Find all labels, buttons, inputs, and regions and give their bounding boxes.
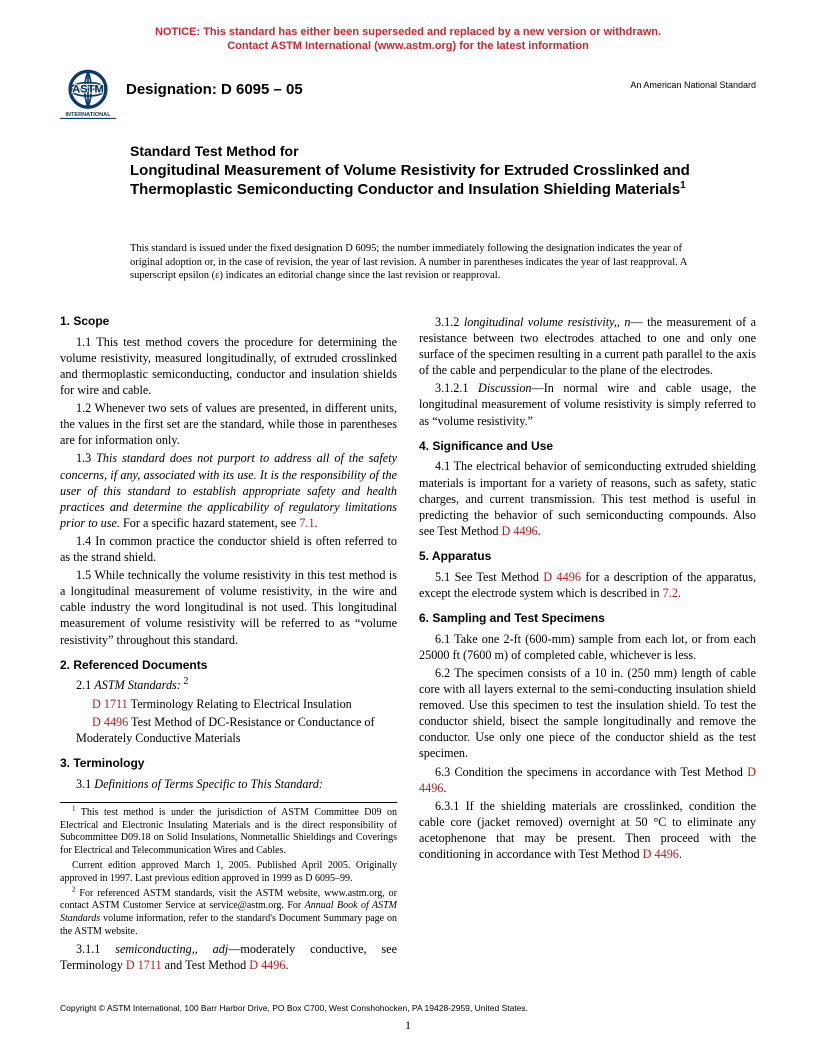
para-1-2: 1.2 Whenever two sets of values are pres… (60, 400, 397, 448)
footnote-1: 1 This test method is under the jurisdic… (60, 807, 397, 858)
title-main-text: Longitudinal Measurement of Volume Resis… (130, 162, 690, 199)
ref-d1711: D 1711 Terminology Relating to Electrica… (60, 696, 397, 712)
designation: Designation: D 6095 – 05 (126, 80, 303, 100)
para-1-1: 1.1 This test method covers the procedur… (60, 334, 397, 398)
link-d4496-c[interactable]: D 4496 (502, 524, 538, 538)
para-1-3: 1.3 This standard does not purport to ad… (60, 450, 397, 530)
astm-logo: ASTM ASTM INTERNATIONAL (60, 68, 116, 124)
para-6-1: 6.1 Take one 2-ft (600-mm) sample from e… (419, 631, 756, 663)
para-6-3-1: 6.3.1 If the shielding materials are cro… (419, 798, 756, 862)
title-main: Longitudinal Measurement of Volume Resis… (130, 161, 716, 200)
link-d4496-f[interactable]: D 4496 (643, 847, 679, 861)
para-4-1: 4.1 The electrical behavior of semicondu… (419, 458, 756, 538)
svg-text:INTERNATIONAL: INTERNATIONAL (65, 112, 111, 118)
link-d1711-b[interactable]: D 1711 (126, 958, 162, 972)
para-1-4: 1.4 In common practice the conductor shi… (60, 533, 397, 565)
svg-text:ASTM: ASTM (72, 84, 104, 96)
copyright: Copyright © ASTM International, 100 Barr… (60, 1003, 528, 1014)
footnotes: 1 This test method is under the jurisdic… (60, 802, 397, 939)
footnote-1b: Current edition approved March 1, 2005. … (60, 860, 397, 886)
section-2-head: 2. Referenced Documents (60, 658, 397, 674)
section-5-head: 5. Apparatus (419, 549, 756, 565)
title-leadin: Standard Test Method for (130, 142, 716, 161)
para-5-1: 5.1 See Test Method D 4496 for a descrip… (419, 569, 756, 601)
link-d4496[interactable]: D 4496 (92, 715, 128, 729)
para-6-2: 6.2 The specimen consists of a 10 in. (2… (419, 665, 756, 762)
footnote-2: 2 For referenced ASTM standards, visit t… (60, 888, 397, 939)
body-columns: 1. Scope 1.1 This test method covers the… (60, 314, 756, 984)
para-3-1-1: 3.1.1 semiconducting,, adj—moderately co… (60, 941, 397, 973)
para-1-5: 1.5 While technically the volume resisti… (60, 567, 397, 647)
para-2-1: 2.1 ASTM Standards: 2 (60, 677, 397, 693)
link-d4496-d[interactable]: D 4496 (543, 570, 581, 584)
para-3-1-2: 3.1.2 longitudinal volume resistivity,, … (419, 314, 756, 378)
link-7-2[interactable]: 7.2 (663, 586, 678, 600)
header-row: ASTM ASTM INTERNATIONAL Designation: D 6… (60, 68, 756, 124)
notice-line-2: Contact ASTM International (www.astm.org… (227, 40, 589, 52)
para-3-1-2-1: 3.1.2.1 Discussion—In normal wire and ca… (419, 380, 756, 428)
ans-label: An American National Standard (630, 80, 756, 92)
para-3-1: 3.1 Definitions of Terms Specific to Thi… (60, 776, 397, 792)
section-1-head: 1. Scope (60, 314, 397, 330)
link-7-1[interactable]: 7.1 (299, 516, 314, 530)
notice-banner: NOTICE: This standard has either been su… (0, 26, 816, 54)
notice-line-1: NOTICE: This standard has either been su… (155, 26, 661, 38)
link-d1711[interactable]: D 1711 (92, 697, 128, 711)
para-6-3: 6.3 Condition the specimens in accordanc… (419, 764, 756, 796)
title-footnote-ref: 1 (680, 180, 686, 191)
page-number: 1 (0, 1018, 816, 1034)
issuance-note: This standard is issued under the fixed … (130, 242, 716, 283)
title-block: Standard Test Method for Longitudinal Me… (130, 142, 716, 200)
section-6-head: 6. Sampling and Test Specimens (419, 611, 756, 627)
ref-d4496: D 4496 Test Method of DC-Resistance or C… (60, 714, 397, 746)
section-3-head: 3. Terminology (60, 756, 397, 772)
section-4-head: 4. Significance and Use (419, 439, 756, 455)
link-d4496-b[interactable]: D 4496 (249, 958, 285, 972)
